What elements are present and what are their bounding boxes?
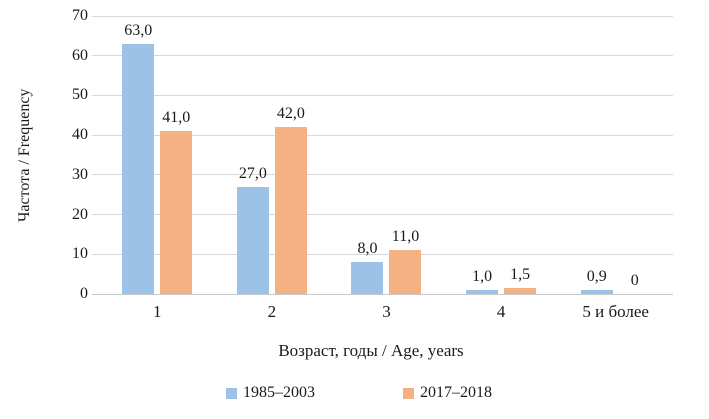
bar-1985-2003: 63,0 bbox=[122, 22, 155, 294]
bar-2017-2018: 41,0 bbox=[160, 109, 193, 294]
bar-value-label: 8,0 bbox=[357, 240, 378, 258]
gridline bbox=[92, 55, 673, 57]
category-label: 1 bbox=[153, 302, 162, 321]
y-tick-label: 30 bbox=[72, 165, 88, 183]
bar-value-label: 41,0 bbox=[162, 109, 191, 127]
legend-entry: 2017–2018 bbox=[403, 384, 492, 402]
bar-1985-2003: 1,0 bbox=[466, 268, 499, 294]
bar-group-4: 1,0 1,5 bbox=[444, 16, 559, 294]
gridline bbox=[92, 214, 673, 216]
bar-1985-2003: 8,0 bbox=[351, 240, 384, 294]
bar-value-label: 63,0 bbox=[124, 21, 153, 39]
bar-group-5: 0,9 0 bbox=[558, 16, 673, 294]
bar-value-label: 42,0 bbox=[276, 105, 305, 123]
gridline bbox=[92, 253, 673, 255]
y-tick-label: 40 bbox=[72, 126, 88, 144]
bar-2017-2018: 11,0 bbox=[389, 228, 422, 294]
legend-swatch-icon bbox=[403, 387, 414, 399]
y-tick-label: 0 bbox=[80, 285, 88, 302]
bar-group-3: 8,0 11,0 bbox=[329, 16, 444, 294]
y-tick-label: 50 bbox=[72, 86, 88, 104]
category-label: 2 bbox=[267, 302, 277, 321]
x-axis-line bbox=[92, 293, 673, 295]
category-label: 3 bbox=[382, 302, 391, 321]
bar-1985-2003: 27,0 bbox=[236, 165, 269, 294]
bar-2017-2018: 1,5 bbox=[504, 266, 537, 294]
category-label: 5 и более bbox=[582, 302, 649, 321]
bar-value-label: 0 bbox=[630, 272, 639, 289]
legend: 1985–2003 2017–2018 bbox=[226, 384, 492, 402]
gridline bbox=[92, 174, 673, 176]
x-axis-title: Возраст, годы / Age, years bbox=[278, 341, 464, 360]
bar-value-label: 1,0 bbox=[472, 268, 493, 286]
legend-label: 2017–2018 bbox=[420, 384, 492, 401]
bar-value-label: 11,0 bbox=[391, 228, 420, 246]
category-label: 4 bbox=[496, 302, 506, 321]
bar-value-label: 0,9 bbox=[586, 268, 607, 286]
bar-2017-2018: 42,0 bbox=[274, 105, 307, 294]
y-tick-label: 70 bbox=[72, 7, 88, 24]
legend-label: 1985–2003 bbox=[243, 384, 315, 401]
y-tick-label: 60 bbox=[72, 46, 88, 64]
legend-entry: 1985–2003 bbox=[226, 384, 315, 402]
bar-1985-2003: 0,9 bbox=[580, 268, 613, 294]
y-axis-title: Частота / Frequency bbox=[16, 88, 33, 222]
y-tick-label: 10 bbox=[72, 245, 88, 263]
bar-value-label: 1,5 bbox=[510, 266, 531, 284]
legend-swatch-icon bbox=[226, 387, 237, 399]
gridline bbox=[92, 134, 673, 136]
gridline bbox=[92, 94, 673, 96]
plot-area: 63,0 41,0 27,0 42,0 8,0 11,0 1,0 1,5 0,9 0 bbox=[92, 15, 673, 295]
bar-group-2: 27,0 42,0 bbox=[215, 16, 330, 294]
bar-value-label: 27,0 bbox=[238, 164, 267, 182]
bar-group-1: 63,0 41,0 bbox=[100, 16, 215, 294]
gridline bbox=[92, 15, 673, 17]
y-tick-label: 20 bbox=[72, 205, 88, 223]
